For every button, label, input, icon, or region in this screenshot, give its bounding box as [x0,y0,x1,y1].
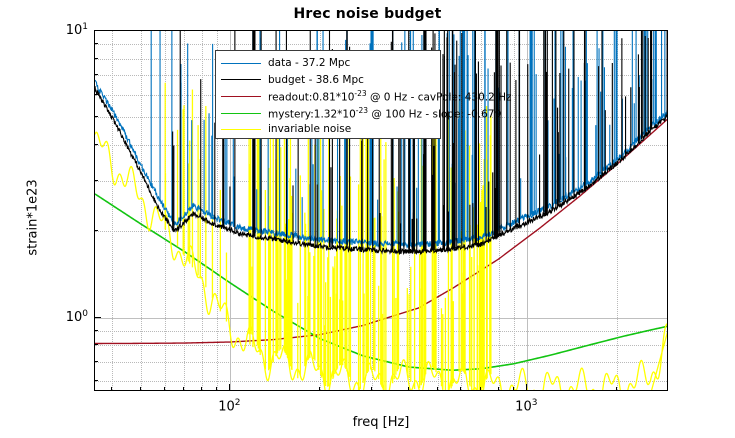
y-tick-minor [94,116,98,118]
y-axis-title: strain*1e23 [25,179,41,256]
legend-label: mystery:1.32*10-23 @ 100 Hz - slope: -0.… [268,105,502,121]
legend-label-post: @ 0 Hz - cavPole: 430.2 Hz [366,91,512,104]
y-tick-minor [94,74,98,76]
y-tick-minor [94,179,98,181]
y-tick-minor [94,57,98,59]
gridline-x-major [230,31,232,390]
legend-label-post: @ 100 Hz - slope: -0.679 [368,108,502,121]
y-tick-minor [94,144,98,146]
x-tick-minor [215,387,217,391]
x-tick-minor [615,387,617,391]
x-tick-label: 103 [515,398,538,415]
gridline-x-minor [112,31,114,390]
y-tick-label: 101 [65,21,88,39]
y-tick-minor [94,93,98,95]
x-tick-minor [318,387,320,391]
legend-label: invariable noise [268,123,352,136]
x-tick-label: 102 [218,398,241,415]
legend-label-pre: mystery:1.32*10 [268,108,356,121]
x-tick-minor [460,387,462,391]
legend-swatch-line [221,129,261,131]
x-tick-minor [512,387,514,391]
legend-label-exponent: -23 [354,88,367,98]
legend-label: data - 37.2 Mpc [268,57,351,70]
page-title: Hrec noise budget [293,6,442,22]
y-tick-minor [94,329,98,331]
x-tick-minor [111,387,113,391]
gridline-y-minor [95,44,667,46]
x-tick-minor [163,387,165,391]
legend-item[interactable]: mystery:1.32*10-23 @ 100 Hz - slope: -0.… [221,105,501,122]
legend-item[interactable]: data - 37.2 Mpc [221,55,435,72]
x-tick-minor [200,387,202,391]
gridline-x-minor [513,31,515,390]
x-tick-major [526,384,528,391]
legend-swatch-line [221,62,261,64]
x-tick-minor [371,387,373,391]
y-tick-minor [94,230,98,232]
x-tick-minor [183,387,185,391]
x-tick-minor [139,387,141,391]
legend-label: readout:0.81*10-23 @ 0 Hz - cavPole: 430… [268,90,512,103]
y-tick-minor [94,380,98,382]
x-tick-minor [436,387,438,391]
legend: data - 37.2 Mpc budget - 38.6 Mpc readout:… [215,50,512,139]
gridline-x-minor [184,31,186,390]
gridline-x-minor [216,31,218,390]
y-tick-minor [94,344,98,346]
legend-item[interactable]: readout:0.81*10-23 @ 0 Hz - cavPole: 430… [221,88,512,105]
y-tick-minor [94,43,98,45]
legend-swatch-line [221,112,261,114]
x-tick-minor [497,387,499,391]
legend-swatch-line [221,95,261,97]
x-tick-major [229,384,231,391]
y-tick-major [94,316,101,318]
legend-item[interactable]: invariable noise [221,121,435,138]
legend-label-exponent: -23 [355,105,369,115]
y-tick-minor [94,360,98,362]
x-axis-title: freq [Hz] [352,415,410,430]
legend-item[interactable]: budget - 38.6 Mpc [221,72,435,89]
y-tick-label: 100 [65,308,88,325]
legend-label: budget - 38.6 Mpc [268,73,364,86]
legend-label-pre: readout:0.81*10 [268,91,355,104]
gridline-x-minor [616,31,618,390]
legend-swatch-line [221,79,261,81]
x-tick-minor [480,387,482,391]
gridline-x-minor [140,31,142,390]
x-tick-minor [408,387,410,391]
